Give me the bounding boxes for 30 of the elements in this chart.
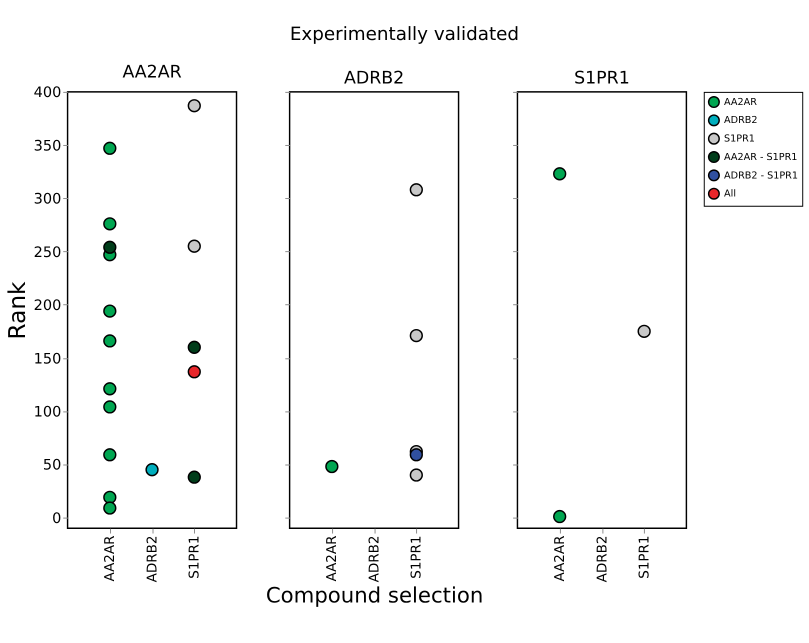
x-axis-title: Compound selection	[266, 584, 484, 609]
x-tick-label: ADRB2	[144, 535, 160, 582]
x-tick-label: S1PR1	[186, 535, 203, 579]
y-tick-label: 100	[34, 404, 62, 420]
chart-title: S1PR1	[574, 68, 630, 89]
x-tick-label: AA2AR	[552, 535, 568, 582]
y-tick-label: 200	[34, 298, 62, 314]
y-axis-title: Rank	[4, 281, 31, 340]
x-tick-label: AA2AR	[324, 535, 340, 582]
legend-label: ADRB2	[724, 115, 758, 126]
legend-label: All	[724, 188, 736, 200]
y-tick-label: 250	[34, 244, 62, 261]
text: Experimentally validated	[290, 24, 520, 45]
x-tick-label: ADRB2	[366, 535, 382, 582]
legend-label: AA2AR	[724, 96, 758, 108]
y-tick-label: 300	[34, 192, 62, 208]
x-tick-label: S1PR1	[408, 535, 425, 579]
chart-title: ADRB2	[344, 68, 404, 89]
y-tick-label: 50	[42, 458, 62, 474]
legend-label: AA2AR - S1PR1	[724, 152, 798, 163]
chart-title: AA2AR	[122, 62, 182, 82]
x-tick-label: ADRB2	[594, 535, 610, 582]
x-tick-label: S1PR1	[636, 535, 653, 579]
y-tick-label: 350	[34, 138, 62, 154]
legend-label: S1PR1	[724, 134, 755, 145]
x-tick-label: AA2AR	[102, 535, 118, 582]
y-tick-label: 0	[52, 510, 62, 527]
y-tick-label: 150	[34, 351, 62, 368]
y-tick-label: 400	[34, 85, 62, 102]
legend-label: ADRB2 - S1PR1	[724, 170, 798, 182]
